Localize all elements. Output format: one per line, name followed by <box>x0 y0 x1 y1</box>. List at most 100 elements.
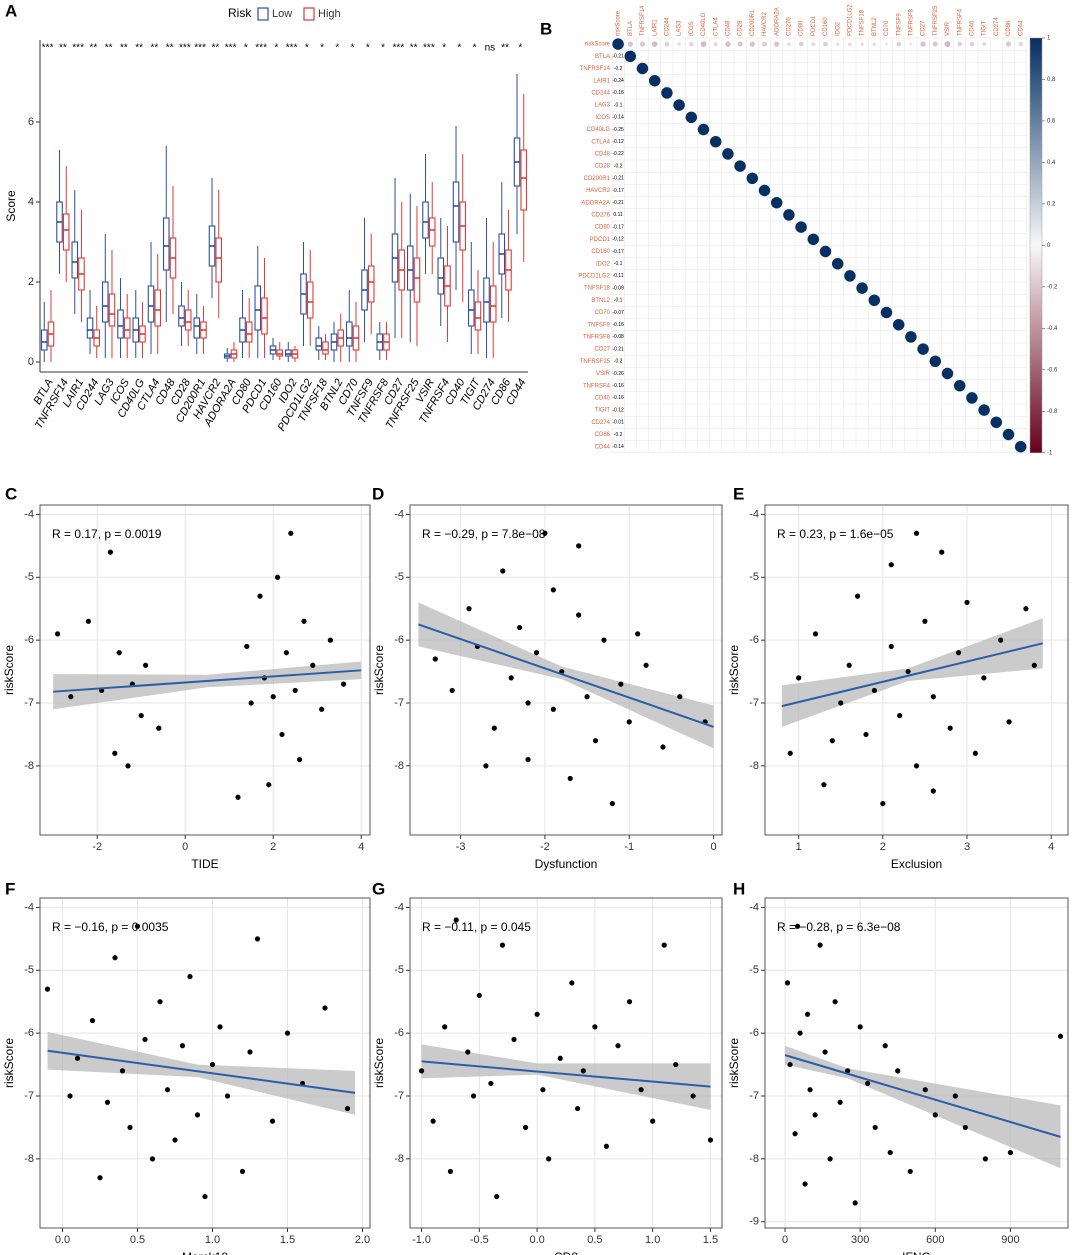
point <box>922 618 928 624</box>
diagonal-circle <box>966 392 978 404</box>
y-axis-label: riskScore <box>372 645 386 695</box>
point <box>447 1168 454 1175</box>
point <box>827 1156 833 1162</box>
x-tick-label: -1 <box>624 841 634 853</box>
x-tick-label: 4 <box>358 841 364 853</box>
point <box>97 1175 103 1181</box>
y-tick-label: 0 <box>28 356 34 368</box>
point <box>269 1118 276 1124</box>
col-label: CD244 <box>664 17 670 36</box>
point <box>522 1124 529 1131</box>
panel-letter: B <box>540 19 552 38</box>
col-label: TNFRSF8 <box>908 8 914 36</box>
diagonal-circle <box>624 50 637 63</box>
point <box>787 1061 793 1068</box>
annotation: R = −0.28, p = 6.3e−08 <box>777 920 901 934</box>
point <box>55 631 61 637</box>
corr-value: -0.1 <box>614 102 623 108</box>
point <box>673 1061 679 1068</box>
point <box>187 973 193 980</box>
col-label: VSIR <box>945 21 951 36</box>
y-tick-label: -5 <box>749 964 759 976</box>
box <box>437 257 445 295</box>
colorbar-label: 0.2 <box>1047 201 1056 207</box>
corr-circle <box>689 41 694 47</box>
corr-value: -0.24 <box>612 78 624 84</box>
point <box>247 1049 253 1055</box>
point <box>517 624 523 631</box>
point <box>576 612 582 618</box>
point <box>533 650 540 656</box>
point <box>796 675 802 681</box>
col-label: CD28 <box>738 20 744 36</box>
diagonal-circle <box>929 355 942 368</box>
row-label: CD27 <box>595 347 611 353</box>
y-tick-label: -7 <box>24 1090 34 1102</box>
point <box>812 631 819 637</box>
colorbar-label: 0.6 <box>1047 119 1056 125</box>
corr-value: -0.16 <box>612 90 624 96</box>
colorbar-label: -1 <box>1047 450 1053 456</box>
diagonal-circle <box>734 160 746 172</box>
point <box>982 1156 988 1162</box>
point <box>217 1024 223 1030</box>
significance: *** <box>194 43 206 54</box>
diagonal-circle <box>831 257 844 270</box>
point <box>964 599 970 606</box>
point <box>838 700 844 706</box>
point <box>677 694 683 700</box>
row-label: CD48 <box>595 151 611 157</box>
corr-circle <box>762 41 767 47</box>
point <box>511 1036 517 1043</box>
box <box>520 149 528 211</box>
point <box>981 675 987 681</box>
point <box>865 1080 871 1087</box>
x-tick-label: -3 <box>456 841 466 853</box>
corr-value: -0.25 <box>612 127 624 133</box>
point <box>1057 1033 1064 1039</box>
x-tick-label: 0.0 <box>55 1234 70 1246</box>
box <box>452 181 460 243</box>
box <box>62 213 70 251</box>
point <box>432 656 438 662</box>
corr-value: -0.22 <box>612 151 624 157</box>
corr-circle <box>798 41 804 47</box>
col-label: CTLA4 <box>713 17 719 36</box>
box <box>428 217 436 247</box>
significance: ** <box>211 43 219 54</box>
col-label: TNFRSF14 <box>640 5 646 36</box>
y-axis-label: riskScore <box>727 645 741 695</box>
point <box>567 775 573 782</box>
point <box>540 1087 546 1093</box>
point <box>127 1124 133 1131</box>
box <box>71 241 79 279</box>
x-axis-label: Merck18 <box>182 1250 228 1255</box>
y-tick-label: -5 <box>749 571 759 583</box>
annotation: R = −0.16, p = 0.0035 <box>52 920 169 934</box>
point <box>442 1024 448 1030</box>
point <box>1006 719 1012 725</box>
box <box>162 217 170 271</box>
point <box>887 1149 893 1156</box>
point <box>812 1112 818 1118</box>
point <box>576 543 582 549</box>
point <box>89 1017 96 1024</box>
point <box>690 1093 696 1099</box>
significance: ** <box>120 43 128 54</box>
box <box>108 293 116 327</box>
point <box>74 1055 81 1061</box>
point <box>319 706 325 712</box>
point <box>488 1080 494 1087</box>
row-label: BTNL2 <box>591 298 610 304</box>
point <box>466 606 472 612</box>
row-label: LAG3 <box>595 103 611 109</box>
diagonal-circle <box>612 38 624 50</box>
point <box>534 1011 540 1017</box>
point <box>913 530 920 536</box>
significance: ** <box>89 43 97 54</box>
point <box>112 750 118 756</box>
significance: *** <box>42 43 54 54</box>
col-label: CD80 <box>799 20 805 36</box>
point <box>643 662 649 668</box>
col-label: HAVCR2 <box>762 11 768 36</box>
